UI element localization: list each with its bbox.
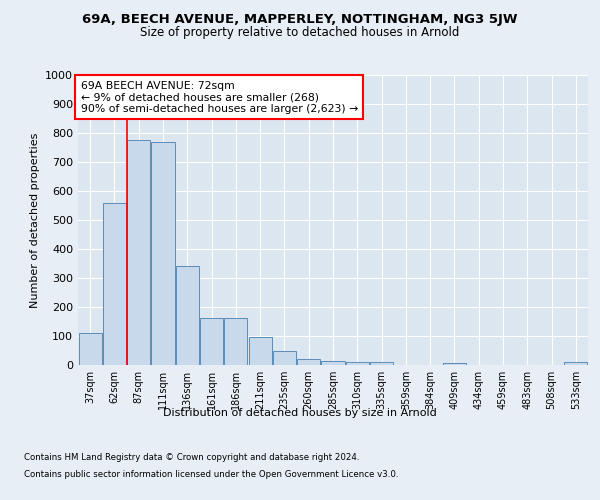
Bar [248, 338, 272, 365]
Bar [370, 362, 393, 365]
Bar [79, 333, 101, 365]
Bar [565, 362, 587, 365]
Bar [224, 318, 247, 365]
Bar [151, 142, 175, 365]
Text: Contains HM Land Registry data © Crown copyright and database right 2024.: Contains HM Land Registry data © Crown c… [24, 452, 359, 462]
Bar [200, 318, 223, 365]
Bar [322, 361, 344, 365]
Text: 69A, BEECH AVENUE, MAPPERLEY, NOTTINGHAM, NG3 5JW: 69A, BEECH AVENUE, MAPPERLEY, NOTTINGHAM… [82, 12, 518, 26]
Bar [103, 202, 126, 365]
Bar [346, 362, 369, 365]
Bar [176, 266, 199, 365]
Y-axis label: Number of detached properties: Number of detached properties [29, 132, 40, 308]
Bar [443, 363, 466, 365]
Bar [297, 359, 320, 365]
Text: Size of property relative to detached houses in Arnold: Size of property relative to detached ho… [140, 26, 460, 39]
Bar [127, 140, 150, 365]
Text: 69A BEECH AVENUE: 72sqm
← 9% of detached houses are smaller (268)
90% of semi-de: 69A BEECH AVENUE: 72sqm ← 9% of detached… [80, 81, 358, 114]
Text: Distribution of detached houses by size in Arnold: Distribution of detached houses by size … [163, 408, 437, 418]
Bar [273, 350, 296, 365]
Text: Contains public sector information licensed under the Open Government Licence v3: Contains public sector information licen… [24, 470, 398, 479]
